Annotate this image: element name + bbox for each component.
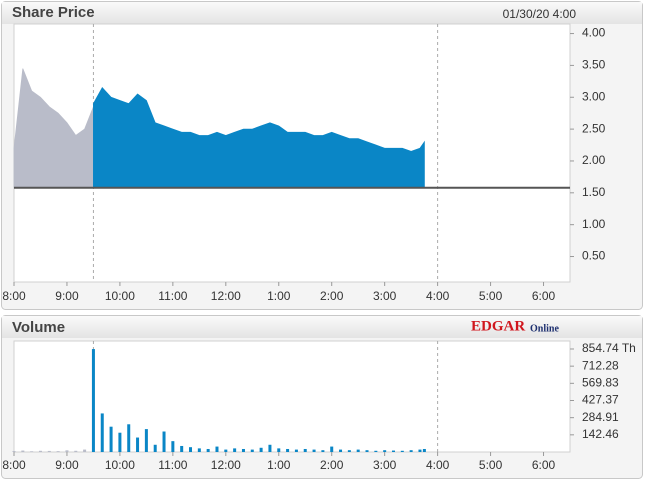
y-tick-label: 712.28 <box>582 358 619 372</box>
x-tick-label: 3:00 <box>373 458 397 472</box>
volume-bar <box>391 450 395 452</box>
timestamp: 01/30/20 4:00 <box>503 7 577 21</box>
volume-bar <box>418 449 422 452</box>
y-tick-label: 0.50 <box>582 249 606 263</box>
logo: EDGAR <box>471 318 525 334</box>
volume-bar <box>100 413 104 452</box>
volume-bar <box>162 431 166 452</box>
x-tick-label: 3:00 <box>373 289 397 303</box>
logo: Online <box>530 323 559 334</box>
x-tick-label: 5:00 <box>479 289 503 303</box>
x-tick-label: 6:00 <box>532 458 556 472</box>
volume-header <box>2 316 642 338</box>
x-tick-label: 4:00 <box>426 289 450 303</box>
volume-bar <box>153 444 157 452</box>
x-tick-label: 8:00 <box>2 458 26 472</box>
volume-bar <box>171 441 175 452</box>
x-tick-label: 6:00 <box>532 289 556 303</box>
volume-bar <box>241 448 245 452</box>
volume-bar <box>365 450 369 452</box>
volume-bar <box>38 450 42 452</box>
y-tick-label: 854.74 Th <box>582 341 636 355</box>
x-tick-label: 4:00 <box>426 458 450 472</box>
volume-bar <box>127 424 131 452</box>
volume-bar <box>215 446 219 452</box>
volume-bar <box>74 450 78 452</box>
price-header <box>2 2 642 24</box>
y-tick-label: 142.46 <box>582 427 619 441</box>
y-tick-label: 4.00 <box>582 26 606 40</box>
x-tick-label: 11:00 <box>158 458 187 472</box>
volume-bar <box>277 448 281 452</box>
x-tick-label: 1:00 <box>267 458 291 472</box>
y-tick-label: 2.00 <box>582 153 606 167</box>
y-tick-label: 1.50 <box>582 185 606 199</box>
x-tick-label: 5:00 <box>479 458 503 472</box>
x-tick-label: 8:00 <box>2 289 26 303</box>
volume-bar <box>56 451 60 452</box>
volume-bar <box>356 449 360 452</box>
x-tick-label: 2:00 <box>320 458 344 472</box>
volume-bar <box>250 449 254 452</box>
x-tick-label: 9:00 <box>55 289 79 303</box>
y-tick-label: 3.50 <box>582 58 606 72</box>
volume-bar <box>180 445 184 452</box>
volume-bar <box>383 450 387 452</box>
volume-bar <box>136 437 140 452</box>
x-tick-label: 9:00 <box>55 458 79 472</box>
volume-bar <box>118 432 122 452</box>
x-tick-label: 11:00 <box>158 289 187 303</box>
x-tick-label: 2:00 <box>320 289 344 303</box>
volume-bar <box>224 449 228 452</box>
y-tick-label: 427.37 <box>582 393 619 407</box>
volume-bar <box>286 448 290 452</box>
volume-bar <box>197 448 201 452</box>
y-tick-label: 1.00 <box>582 217 606 231</box>
y-tick-label: 569.83 <box>582 375 619 389</box>
volume-bar <box>400 450 404 452</box>
x-tick-label: 10:00 <box>105 289 135 303</box>
volume-bar <box>144 429 148 452</box>
volume-bar <box>339 449 343 452</box>
volume-bar <box>294 449 298 452</box>
volume-bar <box>189 447 193 452</box>
volume-bar <box>65 450 69 452</box>
y-tick-label: 2.50 <box>582 121 606 135</box>
volume-bar <box>30 451 34 452</box>
volume-bar <box>303 448 307 452</box>
x-tick-label: 12:00 <box>211 289 241 303</box>
y-tick-label: 3.00 <box>582 89 606 103</box>
volume-bar <box>109 426 113 452</box>
volume-bar <box>374 450 378 452</box>
volume-bar <box>330 446 334 452</box>
volume-bar <box>21 450 25 452</box>
volume-bar <box>233 448 237 452</box>
volume-bar <box>47 450 51 452</box>
volume-bar <box>409 450 413 452</box>
volume-bar <box>422 448 426 452</box>
chart-title: Share Price <box>12 4 95 21</box>
volume-bar <box>91 349 95 452</box>
plot-area <box>13 340 571 453</box>
volume-bar <box>312 449 316 452</box>
chart-title: Volume <box>12 319 65 336</box>
volume-bar <box>347 450 351 452</box>
volume-bar <box>12 451 16 452</box>
x-tick-label: 10:00 <box>105 458 135 472</box>
volume-bar <box>268 444 272 452</box>
price-area <box>93 87 425 189</box>
x-tick-label: 12:00 <box>211 458 241 472</box>
volume-bar <box>83 449 87 452</box>
y-tick-label: 284.91 <box>582 410 619 424</box>
x-tick-label: 1:00 <box>267 289 291 303</box>
volume-bar <box>321 450 325 452</box>
volume-bar <box>259 447 263 452</box>
volume-bar <box>206 448 210 452</box>
